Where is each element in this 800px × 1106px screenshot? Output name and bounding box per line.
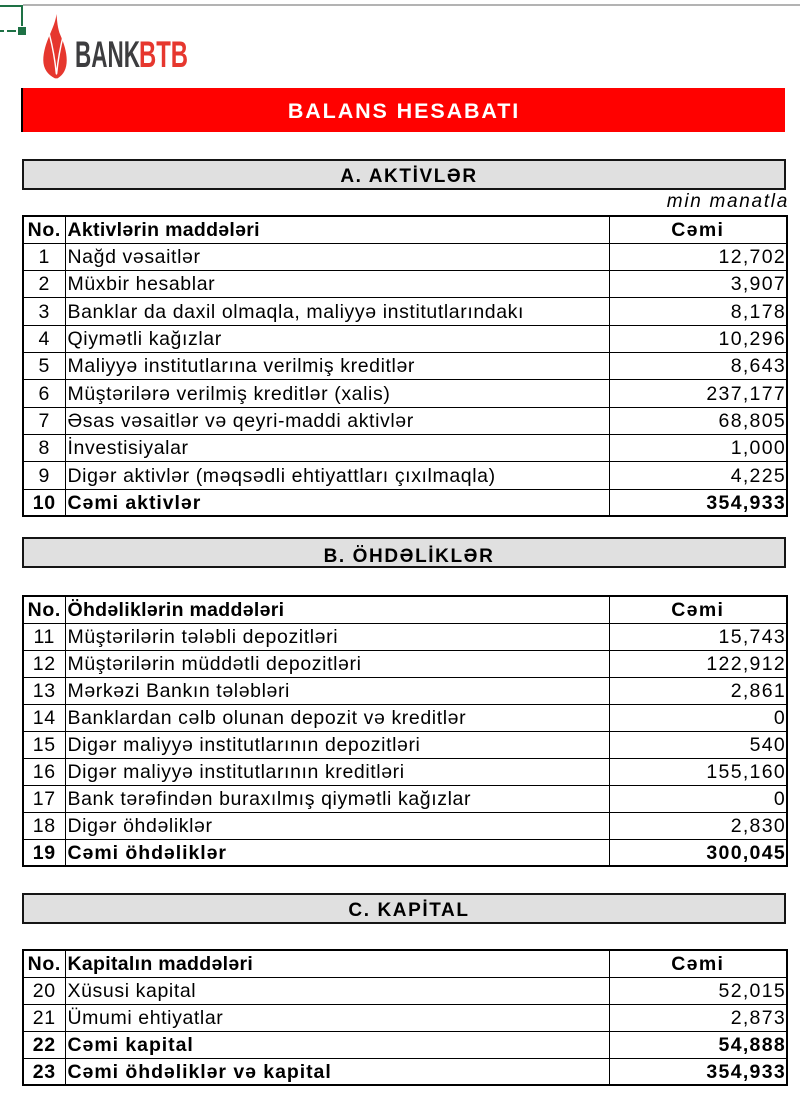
svg-text:BANK: BANK: [76, 38, 140, 70]
svg-text:BTB: BTB: [139, 38, 188, 70]
